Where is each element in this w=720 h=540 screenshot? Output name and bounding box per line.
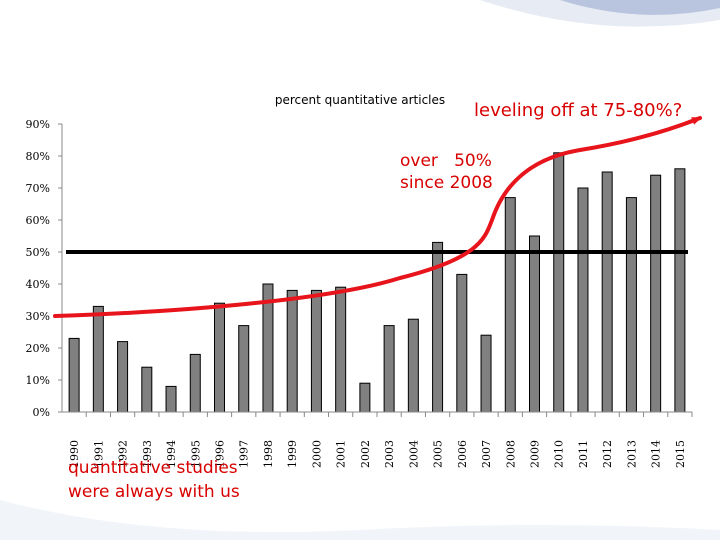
annotation-over-50: over 50% since 2008 <box>400 150 493 194</box>
trend-curve-arrow <box>53 116 702 318</box>
x-tick-label-1993: 1993 <box>141 440 154 468</box>
x-tick-label-2012: 2012 <box>601 440 614 468</box>
y-tick-label: 20% <box>26 342 50 355</box>
trend-curve-group <box>53 116 702 318</box>
bar-1994 <box>165 385 177 413</box>
x-tick-label-2004: 2004 <box>407 440 420 468</box>
x-tick-label-2005: 2005 <box>432 440 445 468</box>
x-tick-label-1992: 1992 <box>117 440 130 468</box>
bar-2012 <box>601 171 613 413</box>
bottom-left-swoosh <box>0 500 720 540</box>
bar-1991 <box>92 305 104 413</box>
x-tick-label-2011: 2011 <box>577 440 590 468</box>
x-tick-label-2013: 2013 <box>625 440 638 468</box>
bar-1999 <box>286 289 298 413</box>
top-right-swoosh <box>480 0 720 27</box>
x-tick-label-1997: 1997 <box>238 440 251 468</box>
y-tick-label: 90% <box>26 118 50 131</box>
x-tick-label-2006: 2006 <box>456 440 469 468</box>
x-tick-label-2010: 2010 <box>553 440 566 468</box>
x-tick-label-2003: 2003 <box>383 440 396 468</box>
bar-1997 <box>238 325 250 413</box>
x-tick-label-2001: 2001 <box>335 440 348 468</box>
bar-2009 <box>529 235 540 413</box>
x-tick-label-2009: 2009 <box>529 440 542 468</box>
bar-2004 <box>407 318 419 413</box>
bar-1990 <box>68 337 80 413</box>
bar-2014 <box>650 174 662 413</box>
bar-2000 <box>310 289 322 413</box>
annotation-leveling-off: leveling off at 75-80%? <box>474 100 683 121</box>
x-tick-label-1994: 1994 <box>165 440 178 468</box>
x-axis: 1990 1991 1992 1993 1994 1995 1996 1997 1998 1999… <box>62 411 693 468</box>
bar-1996 <box>214 302 225 413</box>
y-tick-label: 40% <box>26 278 50 291</box>
top-right-swoosh-dark <box>560 0 720 15</box>
annotation-quant-line2: were always with us <box>68 482 240 502</box>
annotation-quant-line1: quantitative studies <box>68 458 238 478</box>
bar-1992 <box>117 341 129 413</box>
bar-2002 <box>359 382 371 413</box>
bar-2001 <box>335 286 347 413</box>
y-tick-label: 70% <box>26 182 50 195</box>
x-tick-label-2002: 2002 <box>359 440 372 468</box>
bar-2013 <box>625 197 637 413</box>
bars <box>68 152 686 413</box>
y-tick-label: 80% <box>26 150 50 163</box>
x-tick-label-1990: 1990 <box>68 440 81 468</box>
x-tick-label-1991: 1991 <box>92 440 105 468</box>
x-tick-label-1995: 1995 <box>189 440 202 468</box>
x-tick-label-1999: 1999 <box>286 440 299 468</box>
bar-2010 <box>553 152 565 413</box>
x-tick-label-1996: 1996 <box>214 440 227 468</box>
bar-2015 <box>674 168 686 413</box>
y-axis: 0% 10% 20% 30% 40% 50% 60% 70% 80% 90% <box>26 118 63 419</box>
annotation-over-line2: since 2008 <box>400 173 493 193</box>
bar-1993 <box>141 366 153 413</box>
y-tick-label: 10% <box>26 374 50 387</box>
x-tick-label-2008: 2008 <box>504 440 517 468</box>
y-tick-label: 0% <box>33 406 50 419</box>
bar-1995 <box>189 353 201 413</box>
annotation-quantitative: quantitative studies were always with us <box>68 456 240 504</box>
y-tick-label: 60% <box>26 214 50 227</box>
x-tick-label-2015: 2015 <box>674 440 687 468</box>
chart-title: percent quantitative articles <box>275 93 445 107</box>
bar-2011 <box>577 187 589 413</box>
bar-2003 <box>383 325 395 413</box>
x-tick-label-2014: 2014 <box>650 440 663 468</box>
x-tick-label-2007: 2007 <box>480 440 493 468</box>
bar-2007 <box>480 334 492 413</box>
y-tick-label: 30% <box>26 310 50 323</box>
annotation-over-line1: over 50% <box>400 151 492 171</box>
y-tick-label: 50% <box>26 246 50 259</box>
x-tick-label-2000: 2000 <box>310 440 323 468</box>
bar-2006 <box>456 273 468 413</box>
x-tick-label-1998: 1998 <box>262 440 275 468</box>
bar-2008 <box>504 197 516 413</box>
